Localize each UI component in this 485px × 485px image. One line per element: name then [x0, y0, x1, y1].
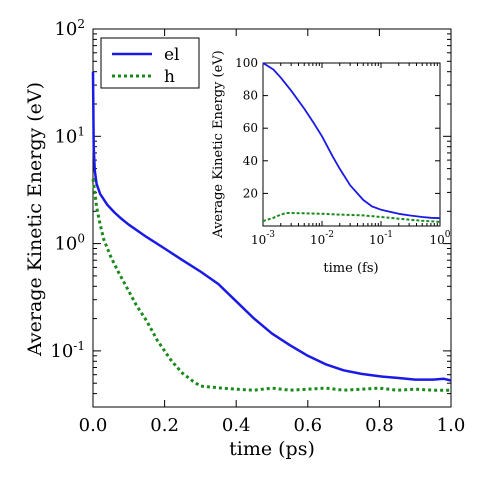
main-y-tick-label: 10-1	[50, 339, 85, 362]
inset-y-tick-label: 60	[243, 121, 258, 135]
inset-y-tick-label: 100	[235, 56, 258, 70]
main-x-axis-title: time (ps)	[229, 438, 315, 460]
main-x-tick-label: 1.0	[437, 415, 466, 436]
inset-y-tick-label: 80	[243, 89, 258, 103]
main-x-tick-label: 0.4	[222, 415, 251, 436]
main-y-tick-label: 101	[54, 124, 85, 147]
inset-series-h	[262, 212, 441, 223]
inset-y-tick-label: 20	[243, 186, 258, 200]
main-x-tick-label: 0.2	[150, 415, 179, 436]
inset-x-tick-label: 100	[429, 230, 450, 247]
inset-x-tick-label: 10-3	[251, 230, 275, 247]
legend-label-el: el	[164, 45, 180, 65]
main-plot: 0.0 0.2 0.4 0.6 0.8 1.0 10-1 100 101 102 time (ps…	[24, 17, 465, 460]
main-y-tick-label: 100	[54, 232, 85, 255]
legend-box	[100, 37, 200, 89]
legend-label-h: h	[164, 67, 175, 87]
main-x-tick-label: 0.8	[365, 415, 394, 436]
inset-ticks: 10-3 10-2 10-1 100 20 40 60 80 100	[235, 56, 451, 247]
legend: el h	[100, 37, 200, 89]
main-y-tick-label: 102	[54, 17, 85, 40]
inset-x-axis-title: time (fs)	[323, 261, 378, 276]
inset-series	[262, 62, 441, 223]
inset-x-tick-label: 10-2	[310, 230, 334, 247]
inset-series-el	[262, 62, 441, 220]
inset-y-tick-label: 40	[243, 154, 258, 168]
main-ticks: 0.0 0.2 0.4 0.6 0.8 1.0 10-1 100 101 102	[50, 17, 465, 436]
main-series	[91, 71, 452, 392]
inset-plot-frame	[262, 62, 441, 227]
inset-x-tick-label: 10-1	[369, 230, 393, 247]
main-series-h	[91, 178, 451, 392]
main-x-tick-label: 0.0	[79, 415, 108, 436]
main-series-el	[91, 71, 452, 382]
main-plot-frame	[92, 28, 452, 408]
main-y-axis-title: Average Kinetic Energy (eV)	[24, 82, 46, 357]
inset-y-axis-title: Average Kinetic Energy (eV)	[211, 50, 226, 239]
main-x-tick-label: 0.6	[293, 415, 322, 436]
inset-plot: 10-3 10-2 10-1 100 20 40 60 80 100 time (fs) Ave…	[211, 50, 451, 276]
